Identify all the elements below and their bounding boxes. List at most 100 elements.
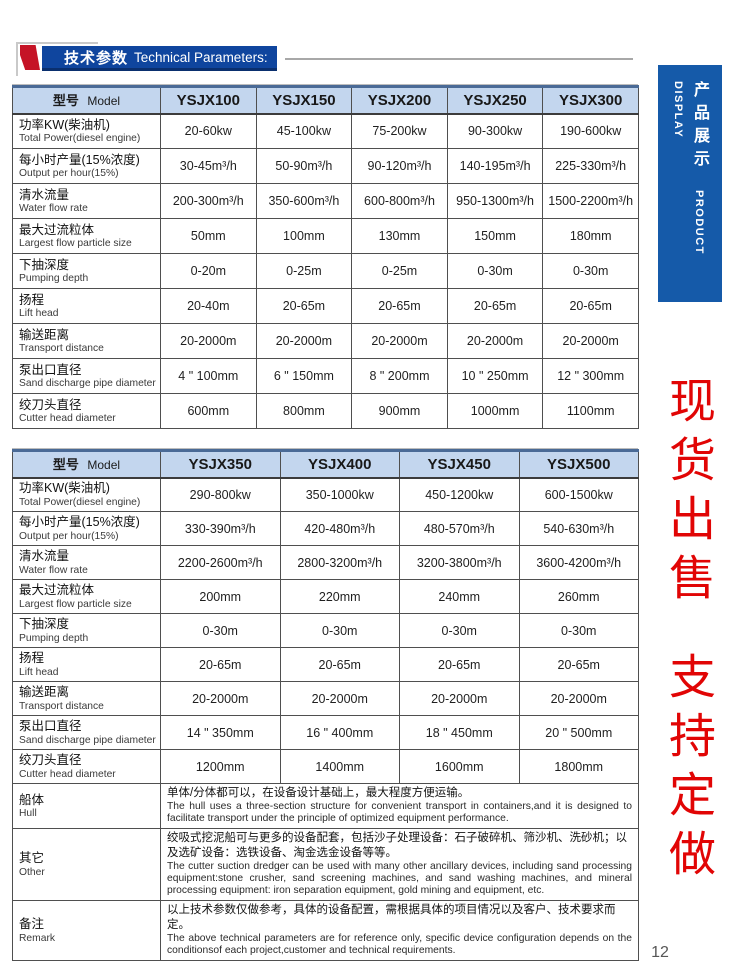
row-label-cell: 扬程 Lift head xyxy=(12,647,161,682)
row-label-zh: 功率KW(柴油机) xyxy=(19,481,110,496)
value-cell: 20-65m xyxy=(279,647,400,682)
row-label-cell: 下抽深度 Pumping depth xyxy=(12,253,161,289)
note-text-zh: 绞吸式挖泥船可与更多的设备配套，包括沙子处理设备：石子破碎机、筛沙机、洗砂机；以… xyxy=(167,832,627,859)
value-cell: 600-1500kw xyxy=(518,477,639,512)
note-text-en: The hull uses a three-section structure … xyxy=(167,800,632,824)
model-label-zh: 型号 xyxy=(52,457,79,473)
value-cell: 20-2000m xyxy=(351,323,448,359)
row-label-cell: 清水流量 Water flow rate xyxy=(12,545,161,580)
row-label-en: Largest flow particle size xyxy=(19,238,132,250)
value-cell: 190-600kw xyxy=(542,113,639,149)
divider xyxy=(285,58,633,60)
value-cell: 20-2000m xyxy=(542,323,639,359)
row-label-en: Cutter head diameter xyxy=(19,413,116,425)
model-label-en: Model xyxy=(87,458,121,473)
value-cell: 225-330m³/h xyxy=(542,148,639,184)
value-cell: 540-630m³/h xyxy=(518,511,639,546)
table-row: 最大过流粒体 Largest flow particle size 200mm … xyxy=(12,579,639,614)
row-label-cell: 泵出口直径 Sand discharge pipe diameter xyxy=(12,715,161,750)
value-cell: 200mm xyxy=(160,579,281,614)
row-label-cell: 绞刀头直径 Cutter head diameter xyxy=(12,393,161,429)
value-cell: 450-1200kw xyxy=(399,477,520,512)
value-cell: 20-65m xyxy=(160,647,281,682)
table-row: 泵出口直径 Sand discharge pipe diameter 14 " … xyxy=(12,715,639,750)
row-label-en: Lift head xyxy=(19,666,59,678)
row-label-en: Largest flow particle size xyxy=(19,598,132,610)
model-label-zh: 型号 xyxy=(52,93,79,109)
row-label-zh: 每小时产量(15%浓度) xyxy=(19,152,140,167)
value-cell: 0-30m xyxy=(399,613,520,648)
table-row: 绞刀头直径 Cutter head diameter 1200mm 1400mm… xyxy=(12,749,639,784)
product-display-banner-text: 产品展示 PRODUCT DISPLAY xyxy=(669,81,711,302)
value-cell: 0-30m xyxy=(542,253,639,289)
row-label-cell: 最大过流粒体 Largest flow particle size xyxy=(12,218,161,254)
value-cell: 100mm xyxy=(255,218,353,254)
row-label-zh: 绞刀头直径 xyxy=(19,753,82,768)
row-label-zh: 输送距离 xyxy=(19,685,70,700)
note-label-zh: 其它 xyxy=(19,851,45,866)
table-row: 输送距离 Transport distance 20-2000m 20-2000… xyxy=(12,323,639,359)
table-header-row: 型号 Model YSJX350 YSJX400 YSJX450 YSJX500 xyxy=(12,450,639,479)
value-cell: 18 " 450mm xyxy=(399,715,520,750)
page-number: 12 xyxy=(651,944,669,961)
table-row: 每小时产量(15%浓度) Output per hour(15%) 30-45m… xyxy=(12,148,639,184)
value-cell: 20-60kw xyxy=(160,113,257,149)
row-label-zh: 泵出口直径 xyxy=(19,719,82,734)
note-text-en: The above technical parameters are for r… xyxy=(167,932,632,956)
value-cell: 10 " 250mm xyxy=(446,358,544,394)
row-label-en: Sand discharge pipe diameter xyxy=(19,378,156,390)
value-cell: 20 " 500mm xyxy=(518,715,639,750)
model-header-cell: 型号 Model xyxy=(12,86,161,115)
section-title-zh: 技术参数 xyxy=(64,49,129,67)
value-cell: 800mm xyxy=(255,393,353,429)
section-title-banner: 技术参数 Technical Parameters: xyxy=(42,46,277,71)
note-text-zh: 单体/分体都可以，在设备设计基础上，最大程度方便运输。 xyxy=(167,787,470,799)
value-cell: 330-390m³/h xyxy=(160,511,281,546)
value-cell: 260mm xyxy=(518,579,639,614)
row-label-zh: 下抽深度 xyxy=(19,257,70,272)
value-cell: 1600mm xyxy=(399,749,520,784)
model-name-cell: YSJX100 xyxy=(160,86,257,115)
value-cell: 6 " 150mm xyxy=(255,358,353,394)
table-row: 下抽深度 Pumping depth 0-20m 0-25m 0-25m 0-3… xyxy=(12,253,639,289)
row-label-en: Total Power(diesel engine) xyxy=(19,496,141,508)
table-row: 输送距离 Transport distance 20-2000m 20-2000… xyxy=(12,681,639,716)
row-label-en: Transport distance xyxy=(19,700,104,712)
model-name-cell: YSJX150 xyxy=(255,86,353,115)
value-cell: 0-30m xyxy=(160,613,281,648)
value-cell: 50mm xyxy=(160,218,257,254)
row-label-en: Output per hour(15%) xyxy=(19,530,119,542)
value-cell: 75-200kw xyxy=(351,113,448,149)
value-cell: 480-570m³/h xyxy=(399,511,520,546)
product-display-zh: 产品展示 xyxy=(691,81,708,173)
row-label-cell: 泵出口直径 Sand discharge pipe diameter xyxy=(12,358,161,394)
value-cell: 1800mm xyxy=(518,749,639,784)
promo-line-2: 支持定做 xyxy=(661,652,713,888)
note-row: 其它 Other 绞吸式挖泥船可与更多的设备配套，包括沙子处理设备：石子破碎机、… xyxy=(12,828,639,902)
note-text-zh: 以上技术参数仅做参考，具体的设备配置，需根据具体的项目情况以及客户、技术要求而定… xyxy=(167,904,616,931)
model-name-cell: YSJX350 xyxy=(160,450,281,479)
row-label-en: Cutter head diameter xyxy=(19,768,116,780)
value-cell: 20-2000m xyxy=(160,681,281,716)
table-header-row: 型号 Model YSJX100 YSJX150 YSJX200 YSJX250 YSJ… xyxy=(12,86,639,115)
row-label-en: Lift head xyxy=(19,308,59,320)
value-cell: 290-800kw xyxy=(160,477,281,512)
model-header-cell: 型号 Model xyxy=(12,450,161,479)
value-cell: 900mm xyxy=(351,393,448,429)
row-label-zh: 最大过流粒体 xyxy=(19,222,95,237)
row-label-cell: 最大过流粒体 Largest flow particle size xyxy=(12,579,161,614)
note-label-zh: 船体 xyxy=(19,792,45,807)
value-cell: 20-65m xyxy=(518,647,639,682)
model-name-cell: YSJX300 xyxy=(542,86,639,115)
parameters-table-1-wrap: 型号 Model YSJX100 YSJX150 YSJX200 YSJX250 YSJ… xyxy=(12,84,639,429)
promo-vertical-text: 现货出售 支持定做 xyxy=(650,352,718,912)
value-cell: 3600-4200m³/h xyxy=(518,545,639,580)
table-row: 功率KW(柴油机) Total Power(diesel engine) 290… xyxy=(12,477,639,512)
value-cell: 1200mm xyxy=(160,749,281,784)
row-label-cell: 功率KW(柴油机) Total Power(diesel engine) xyxy=(12,477,161,512)
row-label-zh: 扬程 xyxy=(19,651,45,666)
value-cell: 420-480m³/h xyxy=(279,511,400,546)
value-cell: 1400mm xyxy=(279,749,400,784)
row-label-zh: 最大过流粒体 xyxy=(19,583,95,598)
parameters-table-2-wrap: 型号 Model YSJX350 YSJX400 YSJX450 YSJX500 功率… xyxy=(12,448,639,962)
